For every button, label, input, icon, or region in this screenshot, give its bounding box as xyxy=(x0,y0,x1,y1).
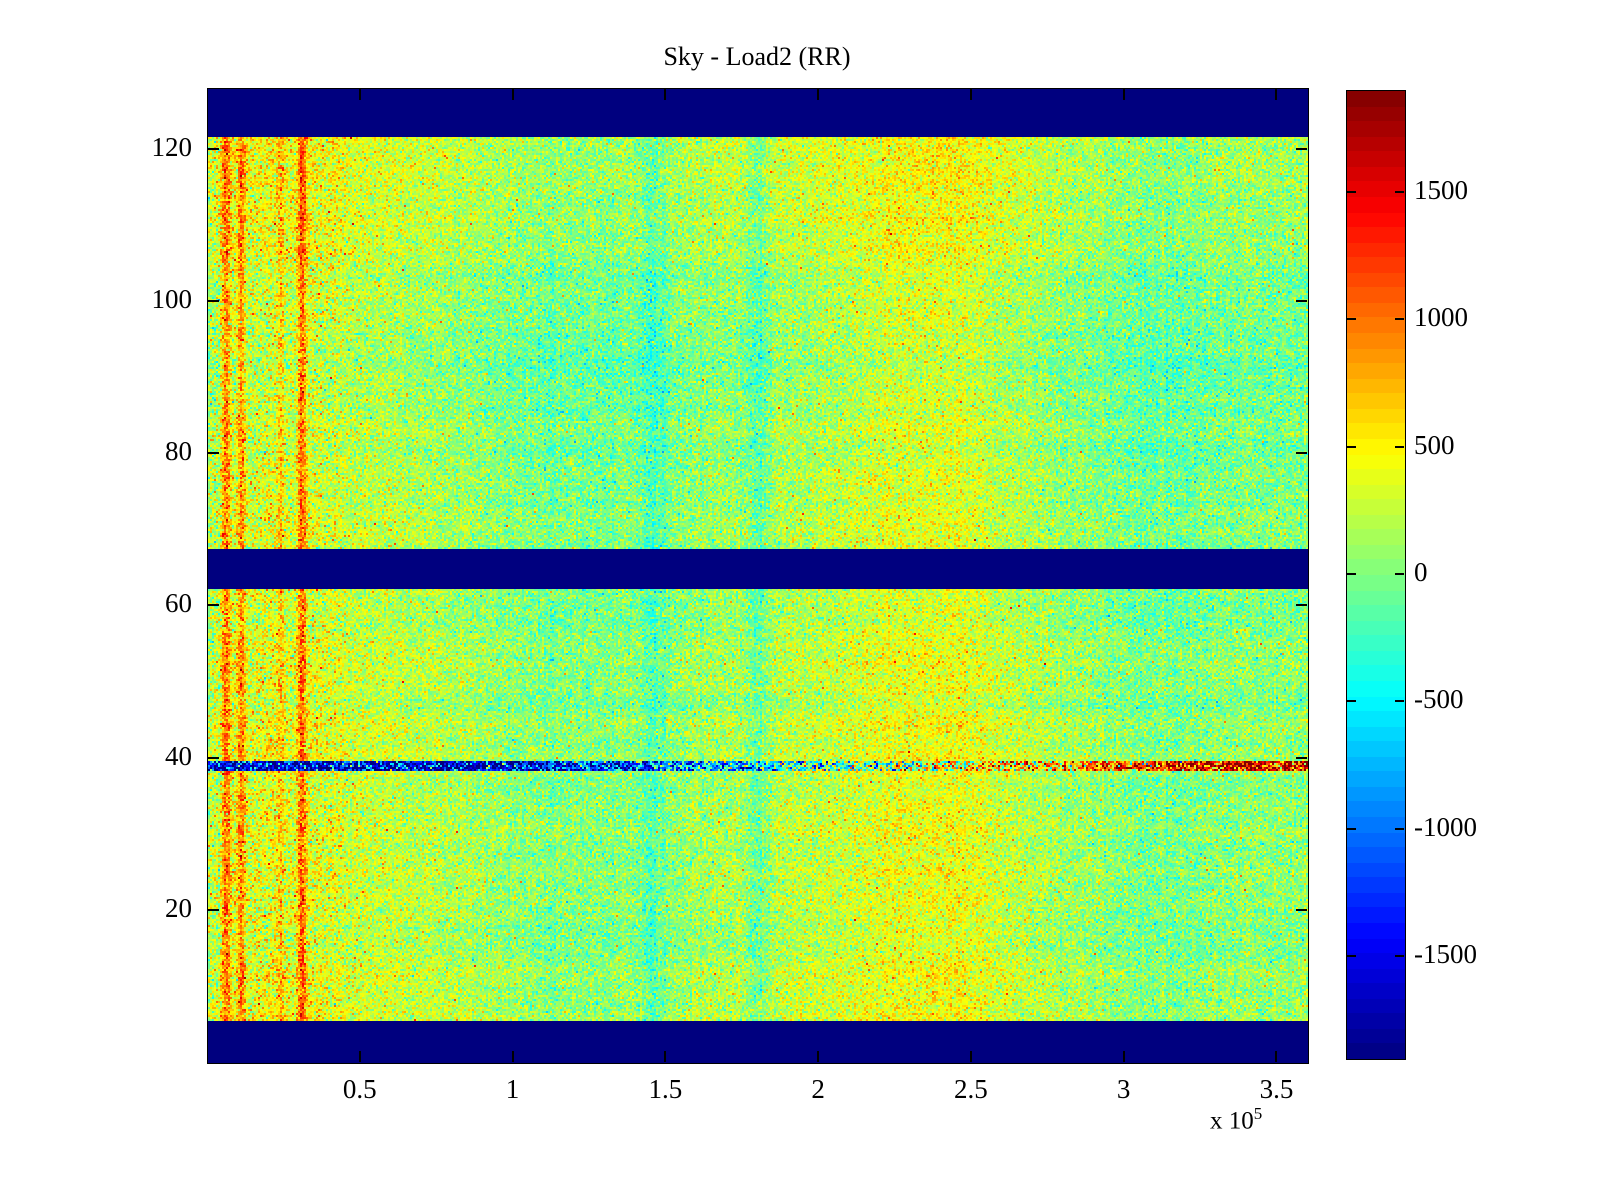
colorbar-tick-label: 0 xyxy=(1414,557,1428,587)
colorbar-tick-mark xyxy=(1395,827,1404,830)
x-tick-mark xyxy=(969,89,972,100)
y-tick-mark xyxy=(208,300,219,303)
y-tick-mark xyxy=(1296,147,1307,150)
colorbar-tick-label: -1000 xyxy=(1414,811,1477,842)
x-tick-mark xyxy=(511,1051,514,1062)
colorbar-tick-mark xyxy=(1347,318,1356,321)
x-tick-mark xyxy=(1275,1051,1278,1062)
x-tick-label: 0.5 xyxy=(342,1074,377,1104)
colorbar-tick-mark xyxy=(1347,700,1356,703)
x-tick-mark xyxy=(664,1051,667,1062)
colorbar-tick-mark xyxy=(1395,700,1404,703)
y-tick-mark xyxy=(1296,300,1307,303)
colorbar-tick-mark xyxy=(1347,827,1356,830)
colorbar-gradient xyxy=(1347,91,1405,1059)
x-tick-mark xyxy=(664,89,667,100)
x-tick-mark xyxy=(1122,89,1125,100)
y-tick-mark xyxy=(1296,452,1307,455)
colorbar-tick-label: 1000 xyxy=(1414,302,1468,333)
y-tick-mark xyxy=(208,908,219,911)
x-tick-label: 2.5 xyxy=(954,1074,988,1104)
x-tick-label: 1 xyxy=(505,1074,520,1104)
colorbar-tick-label: 500 xyxy=(1414,429,1455,460)
x-tick-label: 2 xyxy=(811,1074,825,1104)
y-tick-label: 100 xyxy=(151,284,193,315)
colorbar-tick-mark xyxy=(1347,190,1356,193)
y-tick-label: 60 xyxy=(165,588,192,619)
y-tick-label: 40 xyxy=(165,740,192,771)
colorbar[interactable] xyxy=(1346,90,1406,1060)
x-axis-exponent-label: x 105 xyxy=(1210,1104,1262,1135)
colorbar-tick-mark xyxy=(1395,318,1404,321)
colorbar-tick-mark xyxy=(1395,955,1404,958)
x-tick-mark xyxy=(817,89,820,100)
x-tick-mark xyxy=(358,89,361,100)
y-tick-mark xyxy=(1296,908,1307,911)
x-tick-mark xyxy=(817,1051,820,1062)
heatmap-axes[interactable] xyxy=(207,88,1309,1064)
y-tick-label: 20 xyxy=(165,892,192,923)
x-tick-label: 3.5 xyxy=(1259,1074,1294,1104)
x-tick-mark xyxy=(969,1051,972,1062)
x-tick-label: 3 xyxy=(1116,1074,1131,1104)
y-tick-mark xyxy=(1296,756,1307,759)
colorbar-tick-mark xyxy=(1347,573,1356,575)
heatmap-image[interactable] xyxy=(208,89,1308,1063)
x-axis-exponent-power: 5 xyxy=(1253,1104,1263,1123)
colorbar-tick-mark xyxy=(1395,573,1404,575)
y-tick-mark xyxy=(1296,604,1307,607)
x-tick-mark xyxy=(358,1051,361,1062)
y-tick-mark xyxy=(208,452,219,455)
page-title: Sky - Load2 (RR) xyxy=(663,42,851,71)
colorbar-tick-mark xyxy=(1395,190,1404,193)
colorbar-tick-label: -500 xyxy=(1414,684,1464,715)
colorbar-tick-mark xyxy=(1347,445,1356,448)
x-tick-mark xyxy=(511,89,514,100)
x-tick-mark xyxy=(1275,89,1278,100)
colorbar-tick-label: 1500 xyxy=(1414,174,1468,205)
y-tick-mark xyxy=(208,756,219,759)
y-tick-mark xyxy=(208,604,219,607)
colorbar-tick-mark xyxy=(1347,955,1356,958)
x-tick-label: 1.5 xyxy=(648,1074,683,1104)
colorbar-tick-mark xyxy=(1395,445,1404,448)
y-tick-mark xyxy=(208,147,219,150)
colorbar-tick-label: -1500 xyxy=(1414,939,1477,970)
x-tick-mark xyxy=(1122,1051,1125,1062)
y-tick-label: 80 xyxy=(165,436,192,467)
y-tick-label: 120 xyxy=(151,131,193,162)
x-axis-exponent-prefix: x 10 xyxy=(1210,1107,1254,1135)
